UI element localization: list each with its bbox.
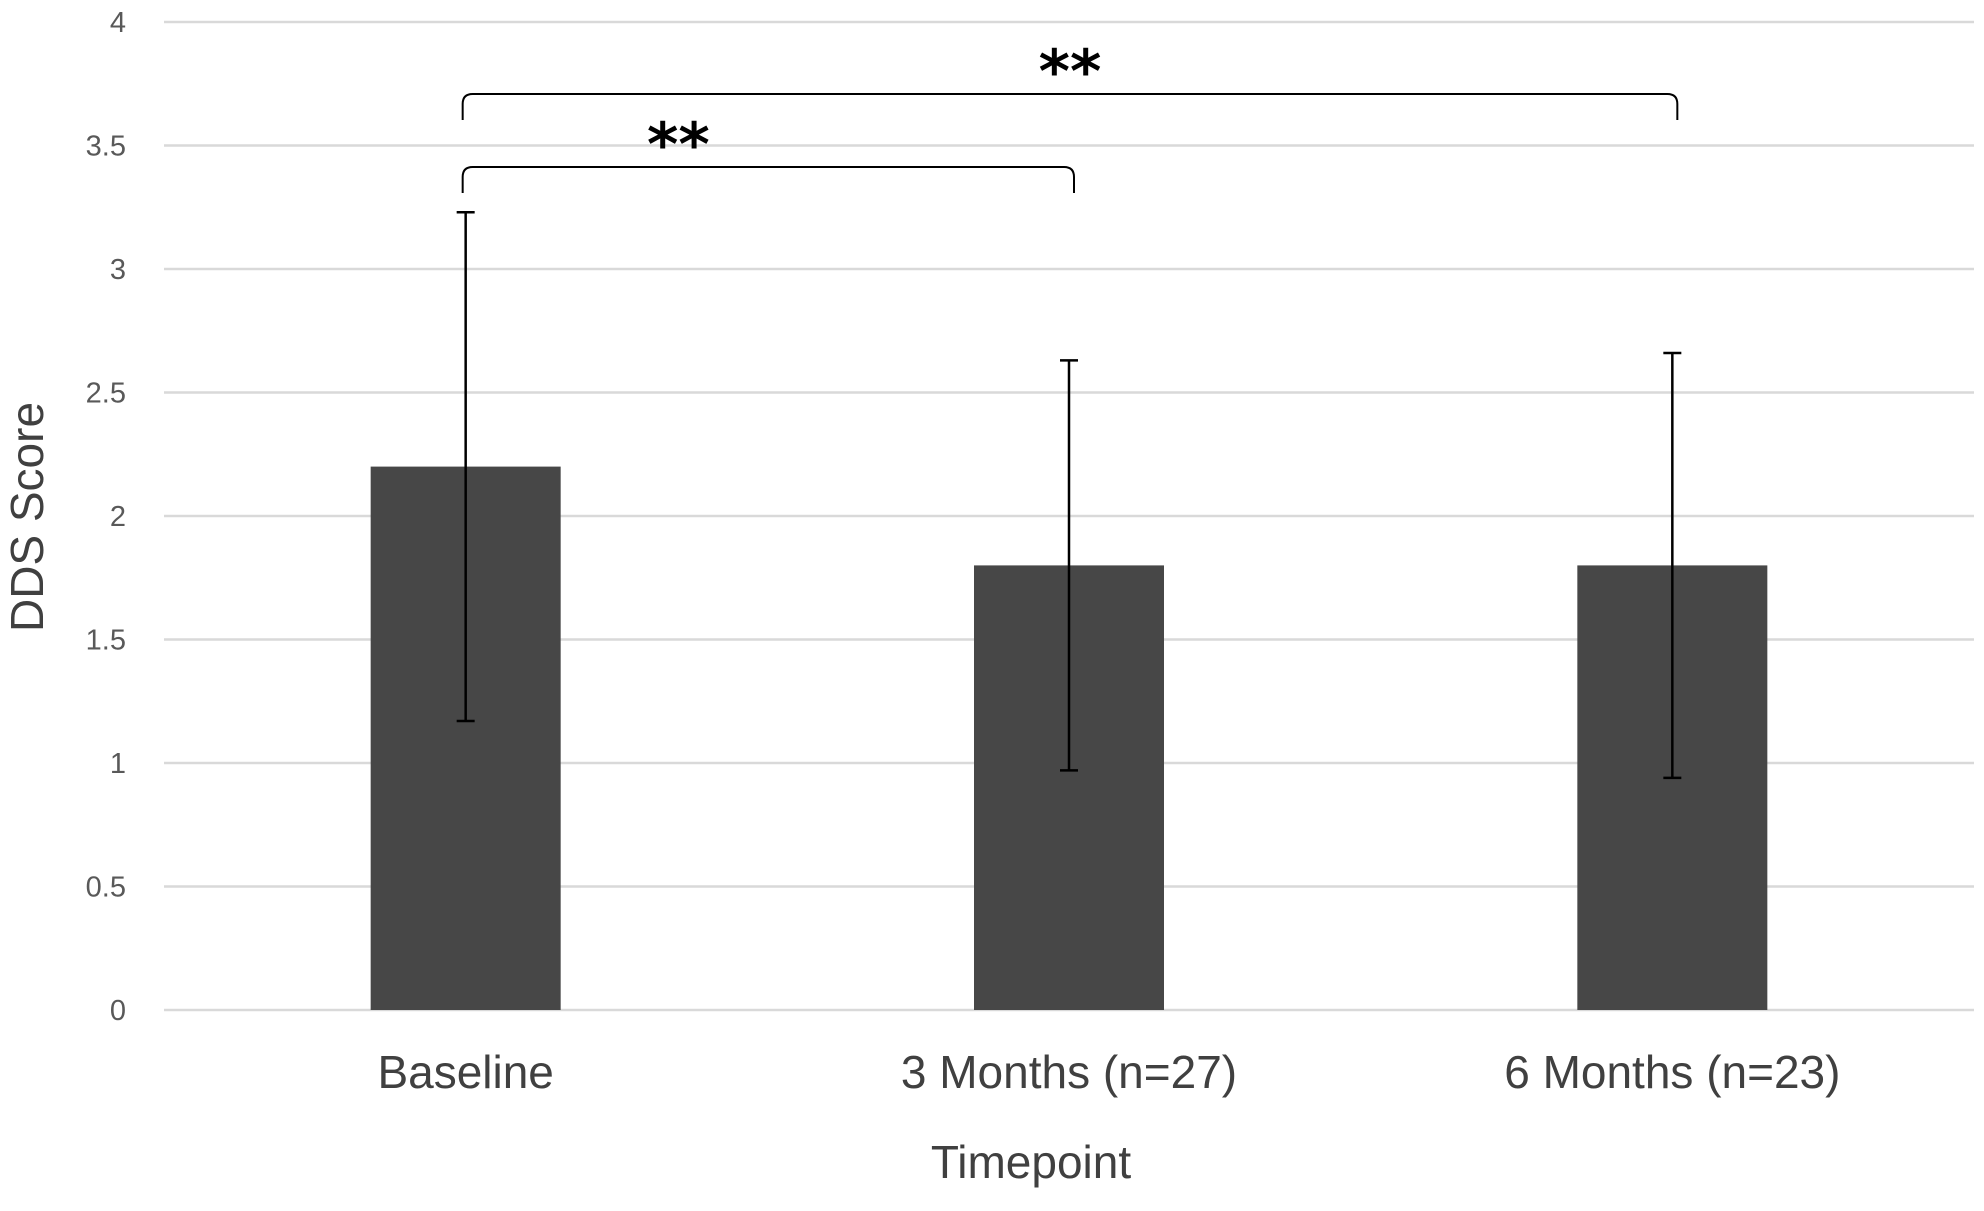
y-tick-label: 1 bbox=[110, 748, 126, 780]
y-tick-label: 1.5 bbox=[86, 625, 126, 657]
y-tick-label: 2.5 bbox=[86, 378, 126, 410]
significance-label: ** bbox=[647, 110, 710, 180]
x-category-labels: Baseline 3 Months (n=27) 6 Months (n=23) bbox=[377, 1046, 1840, 1098]
x-category-label: 6 Months (n=23) bbox=[1504, 1046, 1840, 1098]
error-bars bbox=[456, 210, 1682, 780]
error-bar bbox=[1060, 359, 1078, 772]
y-tick-label: 4 bbox=[110, 7, 126, 39]
y-tick-label: 0 bbox=[110, 995, 126, 1027]
y-axis-title: DDS Score bbox=[1, 402, 53, 632]
y-tick-label: 0.5 bbox=[86, 872, 126, 904]
y-tick-label: 2 bbox=[110, 501, 126, 533]
x-category-label: Baseline bbox=[377, 1046, 553, 1098]
significance-label: ** bbox=[1039, 37, 1102, 107]
error-bar bbox=[456, 210, 475, 723]
error-bar bbox=[1663, 351, 1682, 780]
x-category-label: 3 Months (n=27) bbox=[901, 1046, 1237, 1098]
significance-bracket: ** bbox=[461, 37, 1679, 120]
significance-bracket: ** bbox=[461, 110, 1075, 193]
y-tick-label: 3.5 bbox=[86, 131, 126, 163]
x-axis-title: Timepoint bbox=[931, 1136, 1131, 1188]
y-tick-label: 3 bbox=[110, 254, 126, 286]
significance-brackets: ** ** bbox=[461, 37, 1679, 193]
y-tick-labels: 0 0.5 1 1.5 2 2.5 3 3.5 4 bbox=[86, 7, 126, 1027]
